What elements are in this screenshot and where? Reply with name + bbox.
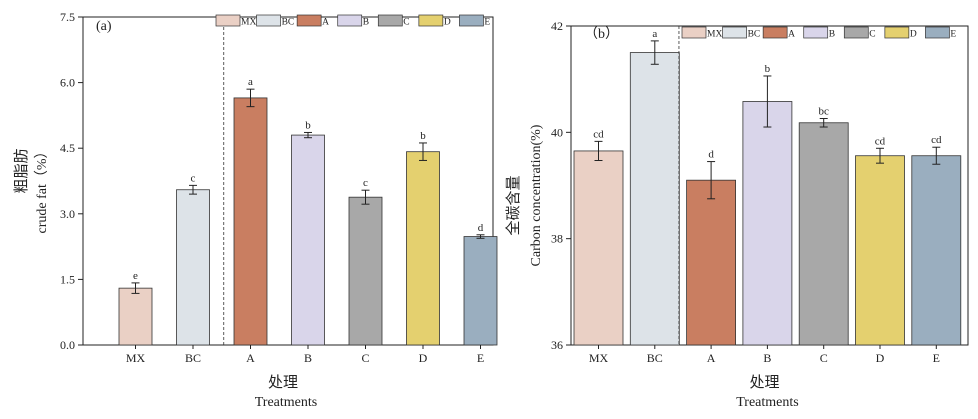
significance-label: e [133, 270, 138, 282]
significance-label: a [248, 76, 253, 88]
y-axis-title: crude fat（%） [34, 144, 50, 233]
legend-swatch [925, 26, 950, 39]
bar-mx [118, 287, 153, 346]
legend-swatch [296, 14, 322, 27]
x-tick-label: MX [589, 351, 609, 365]
y-tick-label: 36 [551, 338, 563, 352]
x-tick-label: D [876, 351, 885, 365]
significance-label: a [652, 28, 657, 40]
x-axis-title: Treatments [255, 395, 317, 410]
significance-label: c [363, 177, 368, 189]
legend-swatch [722, 26, 747, 39]
x-tick-label: BC [185, 351, 201, 365]
legend-swatch [337, 14, 363, 27]
legend-label: D [910, 30, 917, 40]
panel-label: (a) [96, 19, 112, 34]
bar-d [855, 155, 905, 346]
significance-label: cd [593, 128, 604, 140]
bar-c [798, 122, 849, 346]
y-axis-title-cn: 粗脂肪 [13, 148, 30, 193]
legend-label: MX [707, 30, 722, 40]
y-tick-label: 6.0 [60, 76, 75, 90]
x-tick-label: D [419, 351, 428, 365]
y-tick-label: 3.0 [60, 207, 75, 221]
x-tick-label: C [361, 351, 369, 365]
y-tick-label: 38 [551, 232, 563, 246]
x-tick-label: MX [126, 351, 146, 365]
bar-c [348, 196, 383, 346]
y-tick-label: 42 [551, 19, 563, 33]
legend-swatch [215, 14, 241, 27]
x-tick-label: E [477, 351, 484, 365]
legend-label: MX [241, 18, 256, 28]
significance-label: b [765, 63, 771, 75]
legend: MX BC A B C D E [681, 26, 956, 40]
legend-swatch [762, 26, 788, 39]
legend: MX BC A B C D E [215, 14, 490, 28]
bar-a [233, 97, 268, 346]
legend-swatch [377, 14, 403, 27]
x-axis-title-cn: 处理 [749, 374, 779, 391]
y-tick-label: 1.5 [60, 272, 75, 286]
x-axis-title-cn: 处理 [268, 374, 298, 391]
bar-b [742, 101, 793, 346]
significance-label: cd [875, 135, 886, 147]
legend-label: E [484, 18, 490, 28]
bar-mx [573, 150, 624, 346]
bar-d [406, 151, 440, 346]
plot-frame [82, 16, 494, 346]
bar-b [291, 134, 325, 346]
significance-label: c [191, 172, 196, 184]
x-axis-title: Treatments [736, 395, 798, 410]
bar-e [911, 155, 962, 346]
y-tick-label: 4.5 [60, 141, 75, 155]
x-tick-label: A [707, 351, 716, 365]
bar-bc [629, 52, 680, 346]
x-tick-label: BC [647, 351, 663, 365]
legend-label: C [403, 18, 409, 28]
legend-swatch [843, 26, 869, 39]
legend-label: E [950, 30, 956, 40]
significance-label: cd [931, 134, 942, 146]
significance-label: b [420, 130, 426, 142]
y-axis-title: Carbon concentration(%) [529, 124, 544, 266]
significance-label: bc [819, 106, 830, 118]
x-tick-label: C [820, 351, 828, 365]
significance-label: d [708, 149, 714, 161]
x-tick-label: A [246, 351, 255, 365]
bar-a [686, 179, 736, 346]
x-tick-label: B [304, 351, 312, 365]
legend-swatch [256, 14, 281, 27]
legend-label: BC [282, 18, 295, 28]
x-tick-label: E [933, 351, 940, 365]
legend-label: BC [748, 30, 761, 40]
legend-swatch [418, 14, 444, 27]
bar-bc [176, 189, 210, 346]
panel-label: （b） [584, 26, 619, 42]
significance-label: d [478, 222, 484, 234]
bar-e [463, 236, 498, 346]
x-tick-label: B [763, 351, 771, 365]
legend-swatch [803, 26, 829, 39]
y-axis-title-cn: 全碳含量 [504, 175, 522, 235]
significance-label: b [305, 119, 311, 131]
legend-swatch [681, 26, 707, 39]
legend-swatch [884, 26, 910, 39]
y-tick-label: 40 [551, 125, 563, 139]
legend-label: D [444, 18, 451, 28]
y-tick-label: 7.5 [60, 10, 75, 24]
legend-label: C [869, 30, 875, 40]
legend-swatch [459, 14, 484, 27]
legend-label: A [322, 18, 329, 28]
legend-label: A [788, 30, 795, 40]
legend-label: B [363, 18, 369, 28]
y-tick-label: 0.0 [60, 338, 75, 352]
legend-label: B [829, 30, 835, 40]
